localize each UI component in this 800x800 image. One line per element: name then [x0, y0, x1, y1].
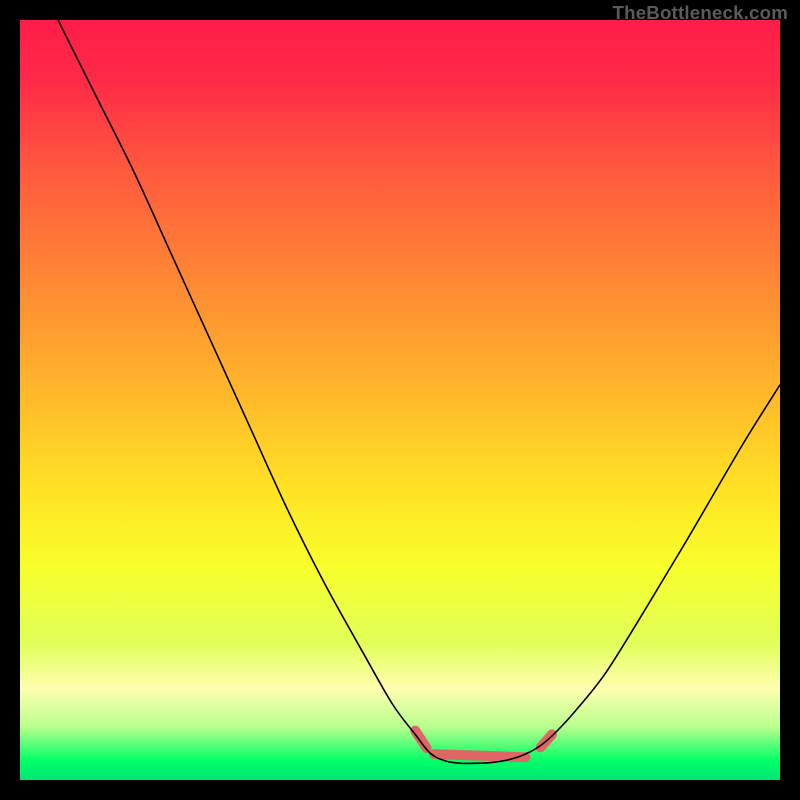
v-curve: [58, 20, 780, 763]
highlight-segment: [434, 754, 525, 757]
highlight-segment: [415, 731, 426, 748]
plot-area: [20, 20, 780, 780]
highlight-band: [415, 731, 552, 758]
chart-frame: TheBottleneck.com: [0, 0, 800, 800]
watermark-text: TheBottleneck.com: [613, 2, 789, 24]
bottleneck-curve: [20, 20, 780, 780]
